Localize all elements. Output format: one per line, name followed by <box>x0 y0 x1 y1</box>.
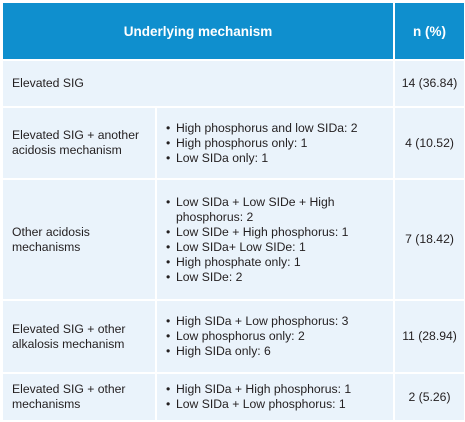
details-list: Low SIDa + Low SIDe + High phosphorus: 2… <box>166 195 384 285</box>
detail-item: High SIDa + Low phosphorus: 3 <box>166 314 384 329</box>
row-n: 11 (28.94) <box>395 301 465 372</box>
row-details: Low SIDa + Low SIDe + High phosphorus: 2… <box>157 180 394 299</box>
row-mechanism: Other acidosis mechanisms <box>3 180 155 299</box>
header-mechanism: Underlying mechanism <box>3 3 394 59</box>
detail-item: Low SIDe + High phosphorus: 1 <box>166 225 384 240</box>
row-details: High SIDa + Low phosphorus: 3 Low phosph… <box>157 301 394 372</box>
detail-item: Low phosphorus only: 2 <box>166 329 384 344</box>
detail-item: Low SIDa + Low SIDe + High phosphorus: 2 <box>166 195 384 225</box>
detail-item: High SIDa only: 6 <box>166 344 384 359</box>
row-n: 14 (36.84) <box>395 61 465 106</box>
table-row: Elevated SIG 14 (36.84) <box>3 61 465 106</box>
table-row: Elevated SIG + other alkalosis mechanism… <box>3 301 465 372</box>
table-row: Elevated SIG + another acidosis mechanis… <box>3 108 465 178</box>
detail-item: Low SIDa+ Low SIDe: 1 <box>166 240 384 255</box>
details-list: High phosphorus and low SIDa: 2 High pho… <box>166 121 384 166</box>
details-list: High SIDa + High phosphorus: 1 Low SIDa … <box>166 382 384 412</box>
header-row: Underlying mechanism n (%) <box>3 3 465 59</box>
header-n: n (%) <box>395 3 465 59</box>
row-n: 2 (5.26) <box>395 374 465 420</box>
table-row: Elevated SIG + other mechanisms High SID… <box>3 374 465 420</box>
table-row: Other acidosis mechanisms Low SIDa + Low… <box>3 180 465 299</box>
detail-item: High SIDa + High phosphorus: 1 <box>166 382 384 397</box>
detail-item: High phosphorus only: 1 <box>166 136 384 151</box>
row-n: 4 (10.52) <box>395 108 465 178</box>
details-list: High SIDa + Low phosphorus: 3 Low phosph… <box>166 314 384 359</box>
row-mechanism: Elevated SIG <box>3 61 394 106</box>
row-mechanism: Elevated SIG + other mechanisms <box>3 374 155 420</box>
detail-item: High phosphorus and low SIDa: 2 <box>166 121 384 136</box>
detail-item: Low SIDe: 2 <box>166 270 384 285</box>
row-mechanism: Elevated SIG + another acidosis mechanis… <box>3 108 155 178</box>
row-details: High phosphorus and low SIDa: 2 High pho… <box>157 108 394 178</box>
row-n: 7 (18.42) <box>395 180 465 299</box>
row-details: High SIDa + High phosphorus: 1 Low SIDa … <box>157 374 394 420</box>
detail-item: Low SIDa only: 1 <box>166 151 384 166</box>
detail-item: High phosphate only: 1 <box>166 255 384 270</box>
detail-item: Low SIDa + Low phosphorus: 1 <box>166 397 384 412</box>
row-mechanism: Elevated SIG + other alkalosis mechanism <box>3 301 155 372</box>
